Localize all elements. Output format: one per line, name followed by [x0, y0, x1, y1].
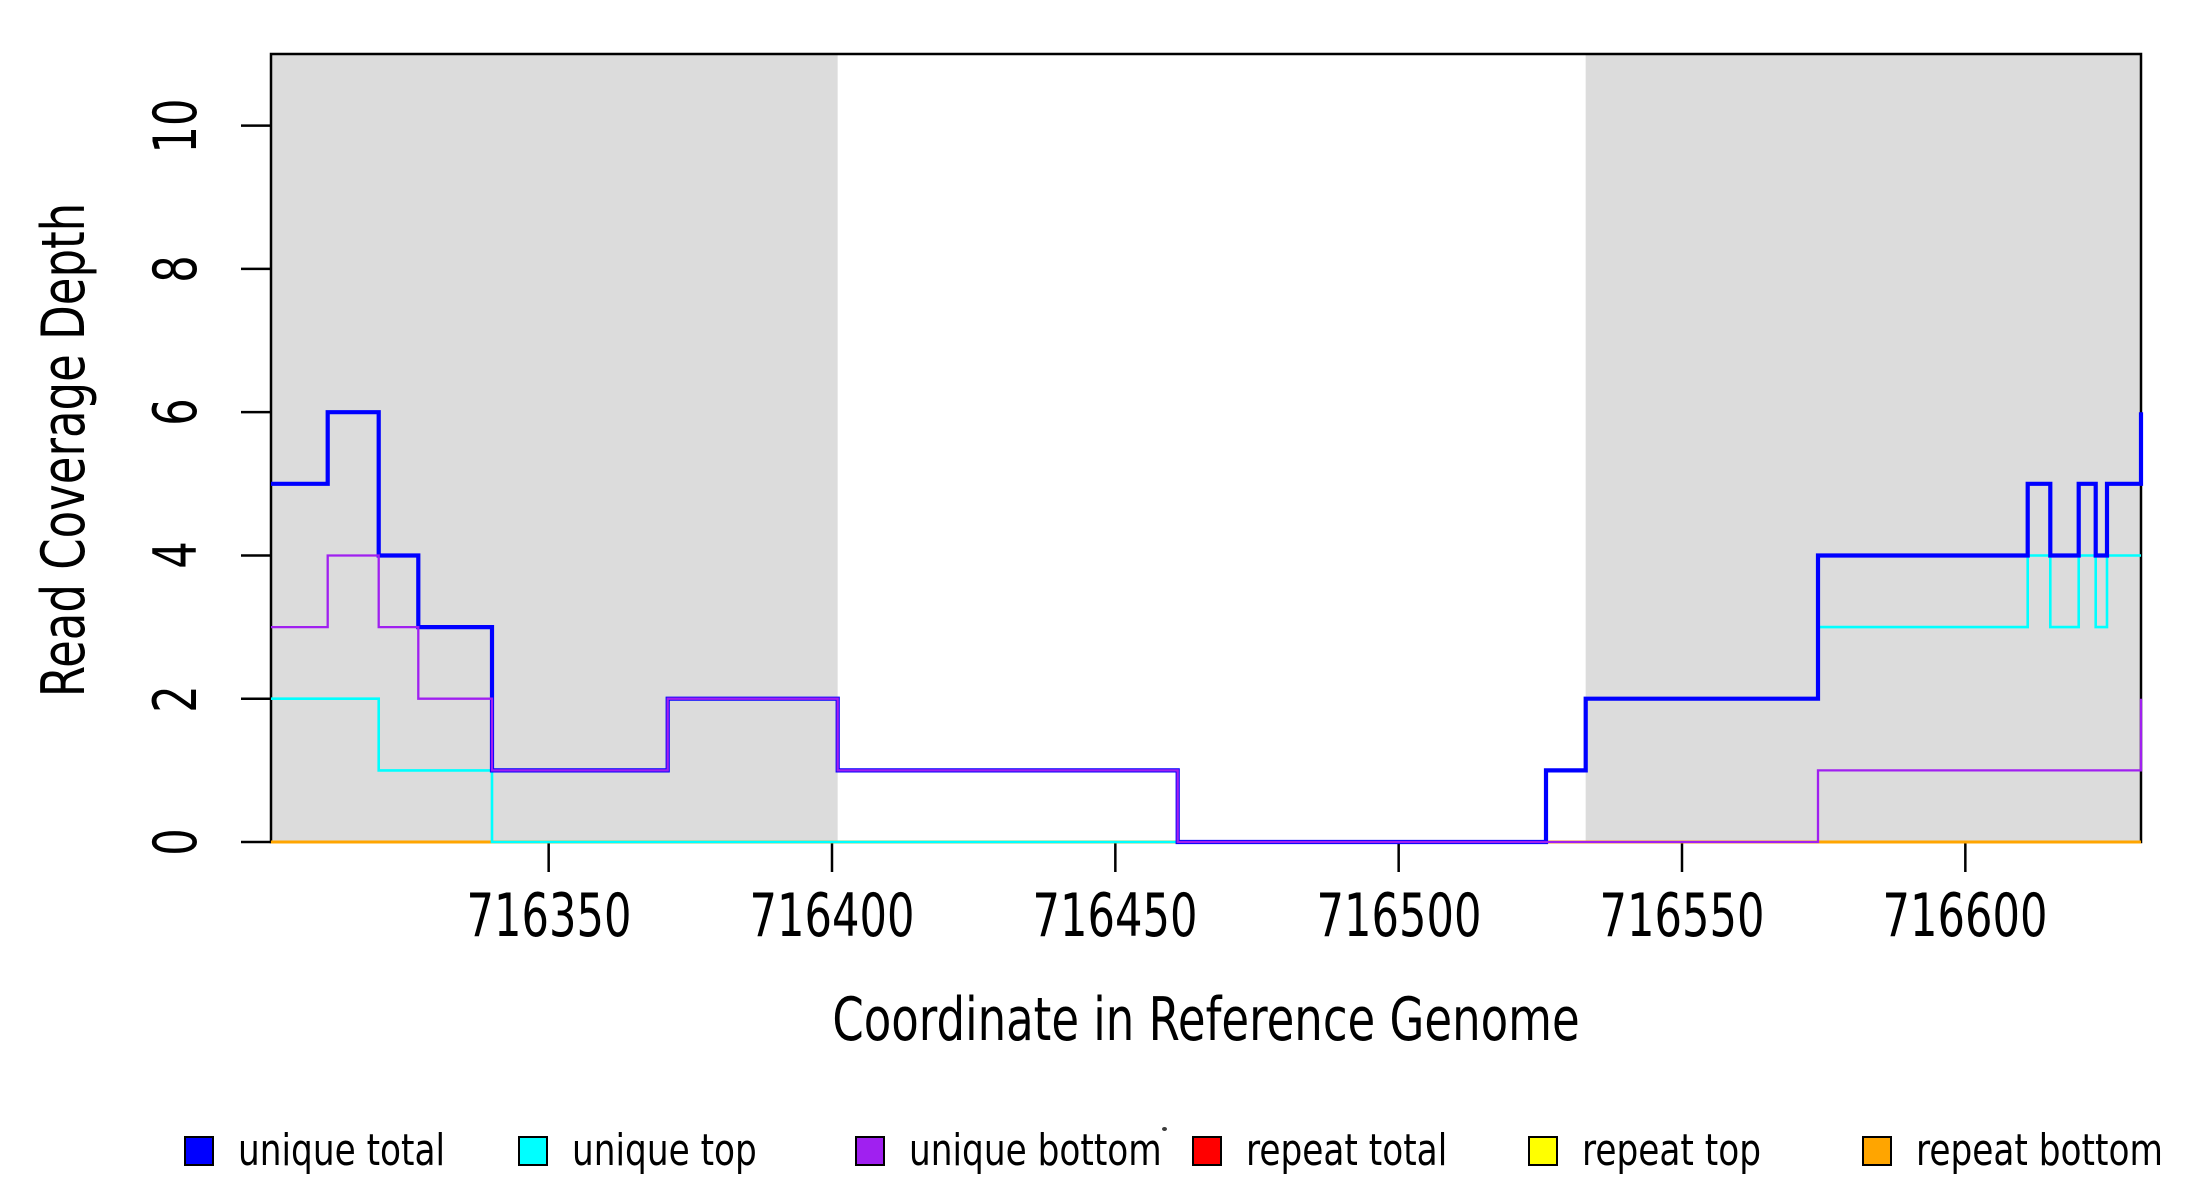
unique-bottom-line: [271, 554, 2143, 844]
legend-label: repeat bottom: [1916, 1125, 2163, 1176]
x-tick-label: 716400: [749, 881, 915, 951]
y-tick-label: 10: [141, 98, 211, 154]
y-tick-label: 8: [141, 255, 211, 283]
unique-total-line: [271, 410, 2144, 845]
legend-item-repeat-top: repeat top: [1528, 1125, 1812, 1176]
x-tick-label: 716350: [466, 881, 632, 951]
y-tick-label: 6: [141, 398, 211, 426]
shaded-region: [1585, 54, 2141, 842]
y-tick-label: 4: [141, 541, 211, 570]
legend-label: unique bottom: [909, 1125, 1162, 1176]
legend-label: repeat top: [1582, 1125, 1762, 1176]
legend-label: unique total: [238, 1125, 446, 1176]
unique-top-line: [271, 554, 2141, 844]
legend-swatch-icon: [518, 1136, 548, 1166]
stray-dot-artifact: [1162, 1127, 1167, 1131]
x-tick-label: 716500: [1316, 881, 1482, 951]
legend-label: repeat total: [1246, 1125, 1448, 1176]
legend-item-repeat-total: repeat total: [1192, 1125, 1504, 1176]
x-tick-label: 716600: [1882, 881, 2048, 951]
legend-swatch-icon: [1528, 1136, 1558, 1166]
x-tick-label: 716450: [1032, 881, 1198, 951]
y-tick-label: 0: [141, 828, 211, 856]
legend-swatch-icon: [855, 1136, 885, 1166]
legend-swatch-icon: [1862, 1136, 1892, 1166]
y-tick-label: 2: [141, 684, 211, 713]
shaded-region: [271, 54, 838, 842]
y-axis-title: Read Coverage Depth: [29, 202, 99, 698]
legend-item-unique-bottom: unique bottom: [855, 1125, 1233, 1176]
legend-item-unique-total: unique total: [184, 1125, 503, 1176]
x-axis-title: Coordinate in Reference Genome: [832, 985, 1580, 1055]
x-tick-label: 716550: [1599, 881, 1765, 951]
legend-label: unique top: [572, 1125, 757, 1176]
legend-swatch-icon: [184, 1136, 214, 1166]
legend-item-unique-top: unique top: [518, 1125, 809, 1176]
legend-swatch-icon: [1192, 1136, 1222, 1166]
legend-item-repeat-bottom: repeat bottom: [1862, 1125, 2200, 1176]
